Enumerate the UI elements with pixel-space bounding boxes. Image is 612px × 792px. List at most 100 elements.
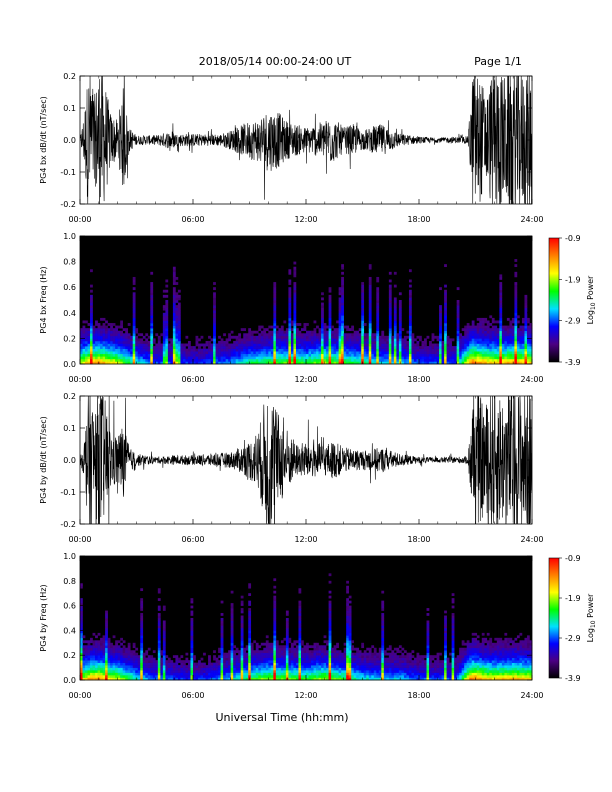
spectrogram-cell (346, 333, 349, 337)
spectrogram-cell (456, 338, 460, 342)
spectrogram-cell (499, 356, 503, 360)
spectrogram-cell (311, 351, 314, 355)
spectrogram-cell (172, 312, 176, 316)
spectrogram-cell (298, 338, 302, 342)
spectrogram-cell (323, 672, 327, 676)
spectrogram-cell (298, 615, 302, 619)
spectrogram-cell (311, 660, 314, 663)
spectrogram-cell (526, 328, 530, 332)
spectrogram-cell (431, 353, 435, 357)
spectrogram-cell (152, 660, 156, 663)
spectrogram-cell (187, 675, 191, 678)
spectrogram-cell (130, 353, 134, 357)
spectrogram-cell (140, 647, 144, 651)
spectrogram-cell (441, 351, 445, 355)
spectrogram-cell (333, 343, 337, 347)
spectrogram-cell (105, 650, 108, 654)
spectrogram-cell (303, 358, 307, 362)
spectrogram-cell (288, 338, 292, 342)
spectrogram-cell (306, 677, 309, 681)
spectrogram-cell (346, 335, 349, 339)
spectrogram-cell (265, 338, 269, 342)
spectrogram-cell (333, 662, 337, 666)
spectrogram-cell (381, 338, 385, 342)
spectrogram-cell (80, 603, 83, 606)
spectrogram-cell (135, 670, 139, 673)
spectrogram-cell (253, 677, 257, 681)
spectrogram-cell (245, 665, 249, 668)
spectrogram-cell (162, 289, 166, 293)
spectrogram-cell (162, 320, 166, 324)
spectrogram-cell (250, 330, 254, 334)
spectrogram-cell (479, 356, 483, 360)
spectrogram-cell (449, 338, 452, 342)
spectrogram-cell (306, 657, 309, 661)
spectrogram-cell (105, 610, 108, 614)
spectrogram-cell (328, 595, 332, 599)
spectrogram-cell (346, 677, 349, 681)
spectrogram-cell (203, 351, 206, 355)
spectrogram-cell (273, 585, 277, 589)
spectrogram-cell (187, 667, 191, 671)
spectrogram-cell (323, 325, 327, 329)
spectrogram-cell (172, 289, 176, 293)
spectrogram-cell (235, 670, 239, 673)
spectrogram-cell (378, 358, 382, 362)
spectrogram-cell (300, 660, 304, 663)
spectrogram-cell (265, 351, 269, 355)
spectrogram-cell (368, 307, 372, 311)
spectrogram-cell (190, 635, 194, 639)
spectrogram-cell (494, 330, 498, 334)
spectrogram-cell (273, 642, 277, 646)
spectrogram-cell (248, 600, 252, 604)
spectrogram-cell (469, 346, 473, 349)
spectrogram-cell (105, 340, 108, 344)
spectrogram-cell (368, 335, 372, 339)
spectrogram-cell (160, 343, 164, 347)
spectrogram-cell (230, 627, 234, 631)
spectrogram-cell (238, 346, 242, 349)
spectrogram-cell (97, 652, 101, 656)
spectrogram-cell (471, 361, 475, 365)
spectrogram-cell (311, 662, 314, 666)
spectrogram-cell (248, 657, 252, 661)
spectrogram-cell (150, 320, 154, 324)
spectrogram-cell (85, 655, 88, 658)
spectrogram-cell (444, 284, 447, 288)
spectrogram-cell (494, 340, 498, 344)
spectrogram-cell (185, 335, 189, 339)
spectrogram-cell (117, 333, 121, 337)
spectrogram-cell (358, 351, 362, 355)
spectrogram-cell (95, 333, 98, 337)
spectrogram-cell (283, 675, 287, 678)
spectrogram-cell (288, 667, 292, 671)
spectrogram-cell (125, 675, 129, 678)
spectrogram-cell (225, 348, 229, 352)
spectrogram-cell (105, 356, 108, 360)
spectrogram-cell (283, 647, 287, 651)
spectrogram-cell (398, 333, 402, 337)
spectrogram-cell (117, 330, 121, 334)
spectrogram-cell (524, 340, 528, 344)
spectrogram-cell (383, 361, 387, 365)
spectrogram-cell (338, 323, 342, 326)
spectrogram-cell (280, 650, 284, 654)
spectrogram-cell (167, 358, 171, 362)
spectrogram-cell (248, 642, 252, 646)
spectrogram-cell (278, 346, 282, 349)
spectrogram-cell (295, 353, 299, 357)
spectrogram-cell (218, 361, 221, 365)
spectrogram-cell (230, 625, 234, 629)
spectrogram-cell (105, 655, 108, 658)
spectrogram-cell (353, 657, 357, 661)
spectrogram-cell (160, 662, 164, 666)
spectrogram-cell (117, 657, 121, 661)
spectrogram-cell (363, 343, 367, 347)
spectrogram-cell (326, 353, 329, 357)
spectrogram-cell (137, 657, 141, 661)
spectrogram-cell (426, 335, 430, 339)
spectrogram-cell (328, 323, 332, 326)
spectrogram-cell (288, 325, 292, 329)
spectrogram-cell (172, 675, 176, 678)
